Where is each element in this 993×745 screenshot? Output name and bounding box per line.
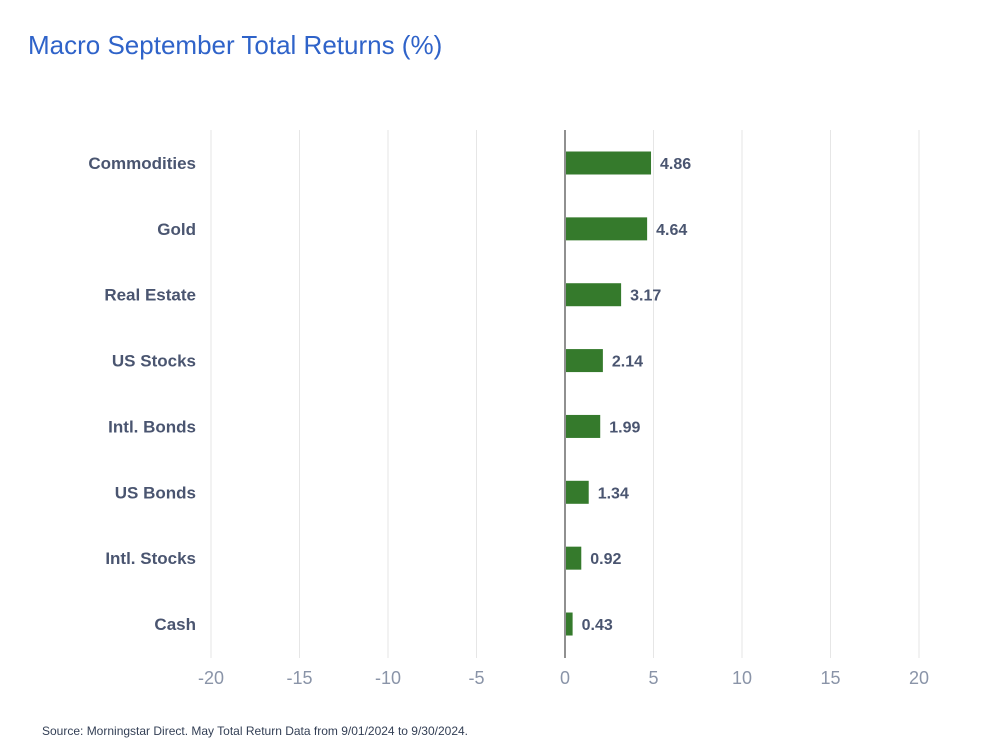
category-label: Intl. Stocks	[105, 549, 196, 568]
bar	[566, 414, 601, 438]
category-label: US Stocks	[112, 352, 196, 371]
bar	[566, 480, 589, 504]
chart-title: Macro September Total Returns (%)	[28, 30, 443, 60]
value-label: 1.34	[598, 485, 629, 502]
bar	[566, 151, 652, 175]
category-label: Real Estate	[104, 286, 196, 305]
category-label: Commodities	[88, 154, 196, 173]
bar	[566, 546, 582, 570]
bars	[566, 151, 652, 636]
x-tick-label: -10	[375, 668, 401, 688]
value-label: 4.86	[660, 156, 691, 173]
category-label: Gold	[157, 220, 196, 239]
x-tick-labels: -20 -15 -10 -5 0 5 10 15 20	[198, 668, 929, 688]
x-tick-label: 5	[648, 668, 658, 688]
value-label: 1.99	[609, 419, 640, 436]
x-tick-label: 20	[909, 668, 929, 688]
x-tick-label: 10	[732, 668, 752, 688]
category-labels: Commodities Gold Real Estate US Stocks Intl.…	[88, 154, 196, 634]
bar	[566, 349, 603, 373]
x-tick-label: 0	[560, 668, 570, 688]
value-labels: 4.86 4.64 3.17 2.14 1.99 1.34 0.92 0.43	[582, 156, 692, 634]
value-label: 3.17	[630, 288, 661, 305]
x-tick-label: -5	[468, 668, 484, 688]
value-label: 0.92	[590, 551, 621, 568]
category-label: Cash	[154, 615, 196, 634]
source-note: Source: Morningstar Direct. May Total Re…	[42, 724, 468, 738]
bar	[566, 612, 573, 636]
category-label: US Bonds	[115, 483, 196, 502]
value-label: 2.14	[612, 354, 643, 371]
bar	[566, 217, 648, 241]
value-label: 0.43	[582, 617, 613, 634]
bar	[566, 283, 622, 307]
grid-lines	[210, 130, 920, 658]
category-label: Intl. Bonds	[108, 417, 196, 436]
x-tick-label: -15	[286, 668, 312, 688]
value-label: 4.64	[656, 222, 687, 239]
x-tick-label: -20	[198, 668, 224, 688]
x-tick-label: 15	[820, 668, 840, 688]
